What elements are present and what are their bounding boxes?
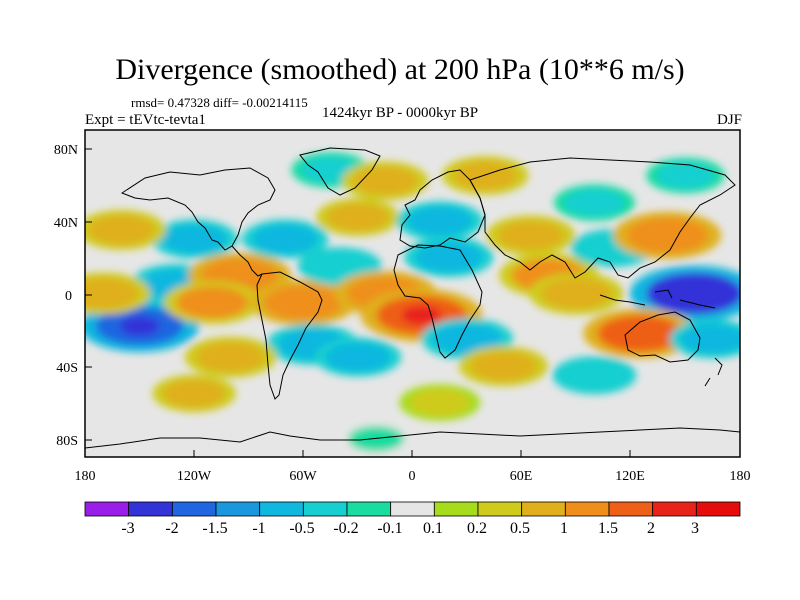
anomaly-cell <box>163 379 226 408</box>
period-label: 1424kyr BP - 0000kyr BP <box>322 105 479 121</box>
colorbar-swatch <box>477 501 523 517</box>
anomaly-cell <box>162 224 227 254</box>
anomaly-cell <box>497 220 564 251</box>
divergence-field <box>85 152 740 457</box>
coast-asia <box>469 157 736 279</box>
lon-tick-label: 180 <box>730 469 751 484</box>
anomaly-cell <box>88 215 155 245</box>
anomaly-cell <box>325 342 390 372</box>
anomaly-cell <box>264 285 343 320</box>
colorbar-swatch <box>652 501 697 517</box>
anomaly-cell <box>253 224 318 254</box>
coast-greenland <box>299 147 381 196</box>
coast-antarctica <box>85 427 740 449</box>
lat-tick-label: 80S <box>56 434 78 449</box>
anomaly-cell <box>196 341 265 373</box>
anomaly-layer <box>85 152 740 457</box>
plot-title: Divergence (smoothed) at 200 hPa (10**6 … <box>115 53 685 86</box>
coast-central-america <box>231 245 263 277</box>
colorbar-label: -1 <box>252 520 266 537</box>
anomaly-cell <box>680 324 740 354</box>
anomaly-cell <box>415 242 482 272</box>
colorbar-swatch <box>564 501 610 517</box>
colorbar-label: -0.1 <box>377 520 403 537</box>
colorbar-swatch <box>171 501 217 517</box>
lat-tick-label: 40S <box>56 361 78 376</box>
lon-tick-label: 120W <box>177 469 212 484</box>
anomaly-cell <box>564 189 625 217</box>
anomaly-cell <box>409 388 470 417</box>
anomaly-cell <box>353 166 418 196</box>
experiment-label: Expt = tEVtc-tevta1 <box>85 112 206 128</box>
anomaly-core <box>119 316 160 336</box>
colorbar-swatch <box>84 501 130 517</box>
colorbar-swatch <box>215 501 261 517</box>
anomaly-cell <box>308 252 371 281</box>
lon-tick-label: 60W <box>289 469 317 484</box>
anomaly-cell <box>470 351 537 381</box>
colorbar-swatch <box>608 501 654 517</box>
lon-tick-label: 60E <box>510 469 533 484</box>
anomaly-cell <box>326 203 389 232</box>
colorbar-label: -1.5 <box>202 520 228 537</box>
lon-tick-label: 0 <box>409 469 416 484</box>
coastlines <box>85 147 740 449</box>
anomaly-core <box>621 324 659 343</box>
lon-tick-label: 180 <box>75 469 96 484</box>
colorbar-swatch <box>259 501 304 517</box>
season-label: DJF <box>716 112 742 128</box>
colorbar <box>84 501 741 517</box>
colorbar-swatch <box>521 501 566 517</box>
colorbar-swatch <box>695 501 741 517</box>
anomaly-cell <box>433 323 502 355</box>
stats-line: rmsd= 0.47328 diff= -0.00214115 <box>131 95 308 110</box>
anomaly-cell <box>176 286 249 319</box>
colorbar-label: 1 <box>560 520 568 537</box>
colorbar-label: 3 <box>691 520 699 537</box>
colorbar-swatch <box>433 501 479 517</box>
lon-tick-label: 120E <box>615 469 645 484</box>
colorbar-label: 1.5 <box>598 520 618 537</box>
anomaly-core <box>401 305 442 326</box>
colorbar-label: 0.5 <box>510 520 530 537</box>
colorbar-label: -3 <box>121 520 135 537</box>
colorbar-swatch <box>346 501 392 517</box>
lat-tick-label: 80N <box>54 143 78 158</box>
colorbar-swatch <box>302 501 348 517</box>
axis-ticks <box>84 148 741 457</box>
anomaly-cell <box>627 217 708 253</box>
anomaly-cell <box>563 361 626 390</box>
anomaly-cell <box>85 277 139 310</box>
anomaly-cell <box>656 162 715 189</box>
colorbar-swatch <box>128 501 173 517</box>
coast-south-america <box>256 271 323 400</box>
colorbar-label: -2 <box>165 520 179 537</box>
lat-tick-label: 0 <box>65 289 72 304</box>
colorbar-label: -0.2 <box>333 520 359 537</box>
anomaly-cell <box>541 277 612 310</box>
coast-africa <box>393 244 483 359</box>
colorbar-label: 0.2 <box>467 520 487 537</box>
lat-tick-label: 40N <box>54 216 78 231</box>
coast-indonesia <box>599 289 716 309</box>
coast-new-zealand <box>704 357 723 387</box>
anomaly-cell <box>407 206 472 236</box>
colorbar-swatch <box>390 501 435 517</box>
colorbar-label: -0.5 <box>289 520 315 537</box>
coast-australia <box>624 311 701 363</box>
colorbar-label: 2 <box>647 520 655 537</box>
coast-north-america <box>120 167 276 251</box>
colorbar-label: 0.1 <box>423 520 443 537</box>
anomaly-core <box>672 283 717 304</box>
